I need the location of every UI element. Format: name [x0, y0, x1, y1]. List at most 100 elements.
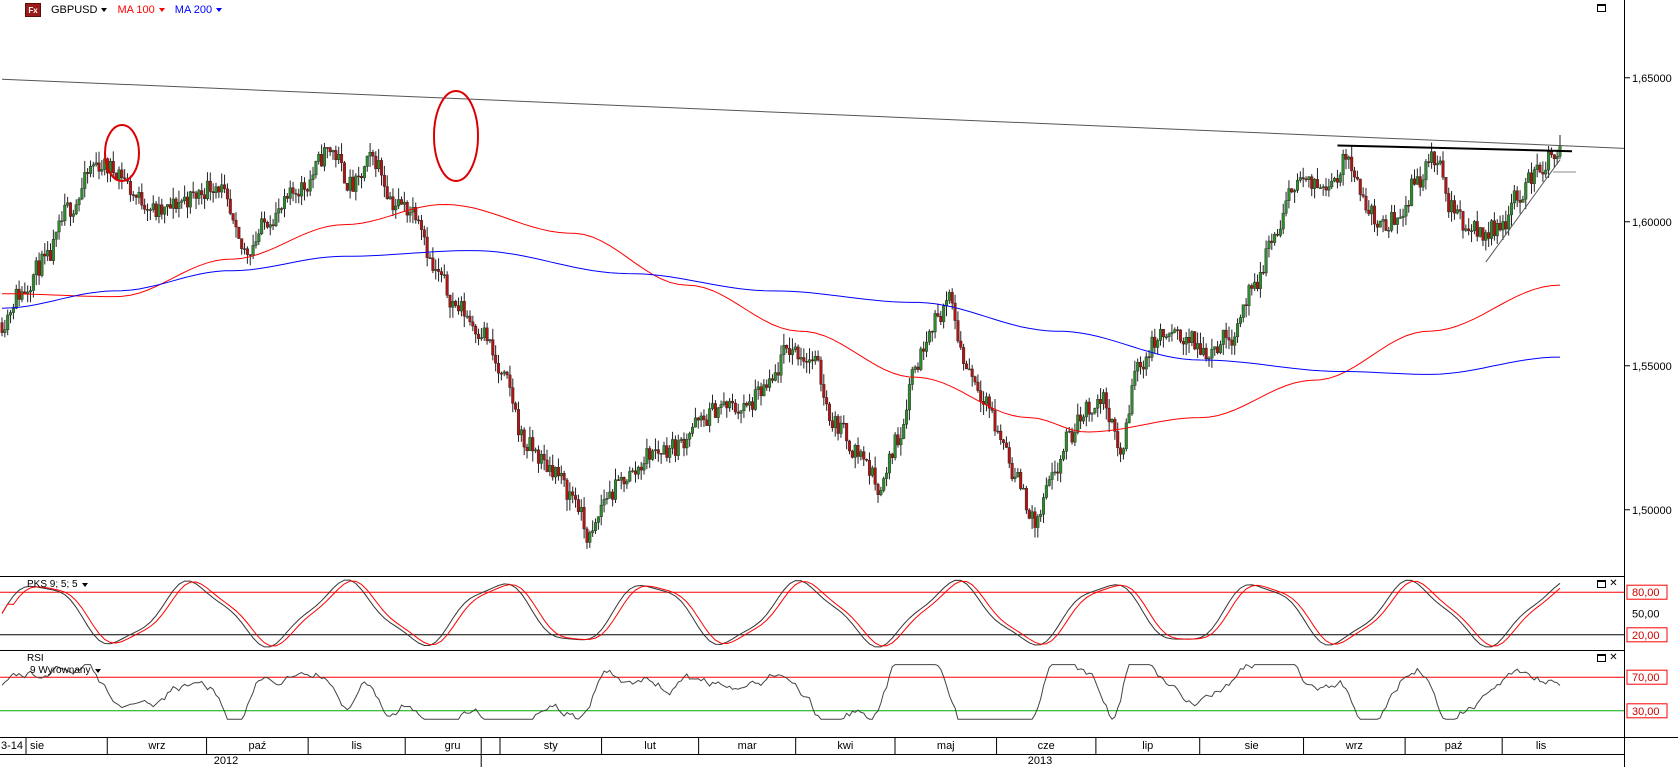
- candle: [1455, 204, 1459, 215]
- pks-panel: [0, 579, 1624, 648]
- candle: [1412, 169, 1416, 186]
- candle: [0, 317, 4, 337]
- pks-panel-label[interactable]: PKS 9; 5; 5: [27, 579, 88, 590]
- candle: [822, 374, 826, 406]
- candle: [1107, 399, 1111, 433]
- candle: [756, 381, 760, 400]
- candle: [100, 159, 104, 176]
- candle: [1552, 154, 1556, 168]
- candle: [776, 362, 780, 383]
- candle: [380, 157, 384, 186]
- candle: [1201, 336, 1205, 357]
- candle: [907, 378, 911, 421]
- candle: [1227, 326, 1231, 350]
- candle: [402, 191, 406, 212]
- rsi-panel-label[interactable]: RSI: [27, 653, 44, 664]
- candle: [111, 151, 115, 178]
- candle: [1529, 162, 1533, 194]
- candle: [862, 446, 866, 467]
- candle: [245, 246, 249, 264]
- candle: [1193, 331, 1197, 351]
- price-ticks: 1,65000 1,60000 1,55000 1,50000: [1624, 73, 1672, 517]
- candle: [676, 434, 680, 461]
- candle: [545, 449, 549, 473]
- candle: [220, 173, 224, 199]
- candle: [134, 193, 138, 205]
- candle: [893, 432, 897, 461]
- candle: [1458, 200, 1462, 220]
- candle: [1238, 314, 1242, 328]
- candle: [645, 438, 649, 470]
- pks-80-label: 80,00: [1626, 584, 1668, 600]
- candle: [368, 143, 372, 167]
- candle: [1435, 155, 1439, 175]
- candle: [308, 170, 312, 196]
- candle: [999, 424, 1003, 445]
- candle: [702, 409, 706, 427]
- candle: [711, 394, 715, 411]
- close-rsi-panel-icon[interactable]: ✕: [1609, 652, 1618, 663]
- candle: [465, 310, 469, 319]
- candle: [936, 303, 940, 318]
- candle: [1287, 180, 1291, 209]
- candle: [793, 342, 797, 353]
- candle: [494, 345, 498, 372]
- candle: [302, 177, 306, 201]
- svg-text:20,00: 20,00: [1632, 630, 1660, 642]
- candle: [1370, 203, 1374, 226]
- candle: [1264, 240, 1268, 277]
- candle: [659, 453, 663, 464]
- candle: [1178, 329, 1182, 344]
- rsi-sublabel[interactable]: 9 Wyrownany: [30, 665, 101, 676]
- candle: [1207, 356, 1211, 367]
- symbol-dropdown[interactable]: GBPUSD: [51, 4, 108, 16]
- candle: [651, 449, 655, 461]
- candle: [1375, 220, 1379, 236]
- candle: [243, 242, 247, 255]
- maximize-rsi-panel-icon[interactable]: [1597, 654, 1606, 662]
- time-axis: 3-14 sie wrz paź lis gru sty lut mar kwi maj cze lip…: [0, 737, 1624, 767]
- candle: [1150, 330, 1154, 362]
- candle: [705, 414, 709, 427]
- candle: [1298, 171, 1302, 183]
- month-label: kwi: [837, 740, 853, 752]
- candle: [571, 486, 575, 504]
- svg-text:80,00: 80,00: [1632, 587, 1660, 599]
- candle: [1304, 176, 1308, 183]
- candle: [351, 169, 355, 192]
- candle: [1136, 358, 1140, 382]
- candle: [613, 468, 617, 503]
- candle: [1196, 332, 1200, 358]
- candle: [1210, 338, 1214, 368]
- candle: [391, 188, 395, 217]
- candle: [728, 398, 732, 412]
- candle: [445, 271, 449, 299]
- candle: [534, 447, 538, 454]
- candle: [1347, 155, 1351, 169]
- candle: [274, 202, 278, 228]
- candle: [970, 364, 974, 387]
- candle: [1421, 174, 1425, 192]
- candle: [1518, 190, 1522, 214]
- close-pks-panel-icon[interactable]: ✕: [1609, 578, 1618, 589]
- candle: [442, 264, 446, 279]
- ma200-line: [1, 250, 1561, 375]
- candle: [257, 228, 261, 245]
- candle: [234, 212, 238, 238]
- candle: [428, 253, 432, 259]
- maximize-price-panel-icon[interactable]: [1597, 4, 1606, 12]
- candle: [933, 309, 937, 339]
- candle: [636, 465, 640, 480]
- candle: [919, 346, 923, 372]
- ma200-dropdown[interactable]: MA 200: [175, 4, 223, 16]
- candle: [542, 444, 546, 471]
- candle: [1027, 508, 1031, 520]
- candle: [1427, 153, 1431, 168]
- candle: [228, 189, 232, 216]
- candle: [1076, 403, 1080, 435]
- ma100-dropdown[interactable]: MA 100: [117, 4, 165, 16]
- candle: [1153, 328, 1157, 354]
- maximize-pks-panel-icon[interactable]: [1597, 580, 1606, 588]
- candle: [248, 254, 252, 266]
- candle: [1116, 422, 1120, 457]
